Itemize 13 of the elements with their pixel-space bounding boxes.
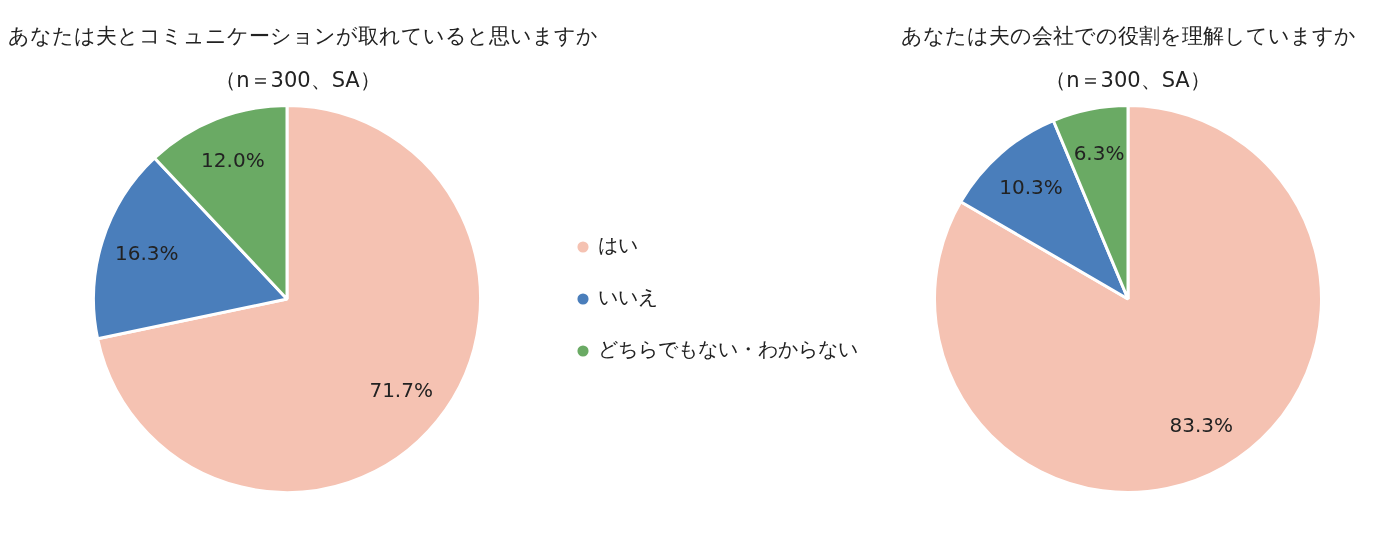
data-label: 71.7% bbox=[369, 377, 433, 402]
chart-subtitle: （n＝300、SA） bbox=[1044, 67, 1212, 94]
legend-label: どちらでもない・わからない bbox=[598, 337, 858, 362]
data-label: 16.3% bbox=[114, 241, 179, 266]
chart-subtitle: （n＝300、SA） bbox=[214, 67, 382, 94]
data-label: 10.3% bbox=[999, 174, 1063, 199]
chart-title: あなたは夫の会社での役割を理解していますか bbox=[899, 23, 1357, 50]
chart-title: あなたは夫とコミュニケーションが取れていると思いますか bbox=[8, 23, 598, 50]
legend-label: いいえ bbox=[598, 285, 658, 310]
legend-label: はい bbox=[598, 233, 638, 258]
data-label: 83.3% bbox=[1169, 412, 1234, 437]
data-label: 12.0% bbox=[201, 148, 265, 173]
data-label: 6.3% bbox=[1073, 141, 1125, 166]
